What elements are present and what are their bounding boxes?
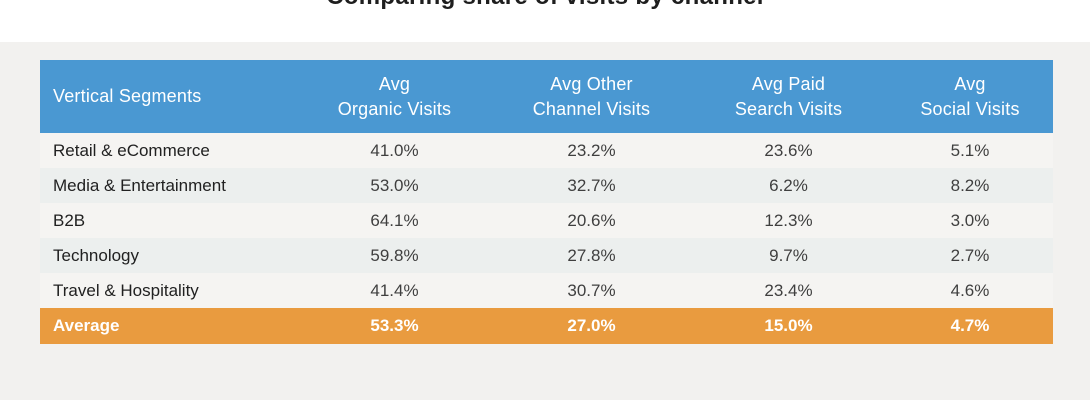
value-cell: 4.7% <box>887 308 1053 344</box>
value-cell: 41.0% <box>296 133 493 168</box>
column-header-avg-organic-visits: Avg Organic Visits <box>296 60 493 133</box>
table-body: Retail & eCommerce 41.0% 23.2% 23.6% 5.1… <box>40 133 1053 344</box>
header-line2: Channel Visits <box>532 98 651 119</box>
value-cell: 27.8% <box>493 238 690 273</box>
column-header-avg-other-channel-visits: Avg Other Channel Visits <box>493 60 690 133</box>
value-cell: 53.0% <box>296 168 493 203</box>
value-cell: 3.0% <box>887 203 1053 238</box>
value-cell: 53.3% <box>296 308 493 344</box>
chart-title: Comparing share of visits by channel <box>0 0 1090 9</box>
value-cell: 4.6% <box>887 273 1053 308</box>
average-row: Average 53.3% 27.0% 15.0% 4.7% <box>40 308 1053 344</box>
segment-cell: Travel & Hospitality <box>40 273 296 308</box>
value-cell: 64.1% <box>296 203 493 238</box>
value-cell: 23.4% <box>690 273 887 308</box>
value-cell: 8.2% <box>887 168 1053 203</box>
table-row: Travel & Hospitality 41.4% 30.7% 23.4% 4… <box>40 273 1053 308</box>
value-cell: 9.7% <box>690 238 887 273</box>
value-cell: 41.4% <box>296 273 493 308</box>
header-line1: Avg Paid <box>751 73 826 94</box>
column-header-avg-social-visits: Avg Social Visits <box>887 60 1053 133</box>
segment-cell: Retail & eCommerce <box>40 133 296 168</box>
value-cell: 23.6% <box>690 133 887 168</box>
segment-cell: Average <box>40 308 296 344</box>
header-line1: Avg <box>954 73 986 94</box>
value-cell: 15.0% <box>690 308 887 344</box>
column-header-avg-paid-search-visits: Avg Paid Search Visits <box>690 60 887 133</box>
value-cell: 59.8% <box>296 238 493 273</box>
title-band: Comparing share of visits by channel <box>0 0 1090 42</box>
segment-cell: Media & Entertainment <box>40 168 296 203</box>
segment-cell: Technology <box>40 238 296 273</box>
value-cell: 32.7% <box>493 168 690 203</box>
table-row: Technology 59.8% 27.8% 9.7% 2.7% <box>40 238 1053 273</box>
table-row: Retail & eCommerce 41.0% 23.2% 23.6% 5.1… <box>40 133 1053 168</box>
value-cell: 30.7% <box>493 273 690 308</box>
value-cell: 2.7% <box>887 238 1053 273</box>
visits-table: Vertical Segments Avg Organic Visits Avg… <box>40 60 1053 344</box>
table-row: Media & Entertainment 53.0% 32.7% 6.2% 8… <box>40 168 1053 203</box>
value-cell: 20.6% <box>493 203 690 238</box>
table-row: B2B 64.1% 20.6% 12.3% 3.0% <box>40 203 1053 238</box>
value-cell: 12.3% <box>690 203 887 238</box>
header-line1: Avg Other <box>550 73 633 94</box>
value-cell: 23.2% <box>493 133 690 168</box>
header-line1: Avg <box>378 73 411 94</box>
header-row: Vertical Segments Avg Organic Visits Avg… <box>40 60 1053 133</box>
header-line2: Social Visits <box>920 98 1020 119</box>
segment-cell: B2B <box>40 203 296 238</box>
table-header: Vertical Segments Avg Organic Visits Avg… <box>40 60 1053 133</box>
header-line2: Search Visits <box>734 98 843 119</box>
value-cell: 27.0% <box>493 308 690 344</box>
header-line2: Organic Visits <box>337 98 452 119</box>
column-header-vertical-segments: Vertical Segments <box>40 60 296 133</box>
value-cell: 5.1% <box>887 133 1053 168</box>
value-cell: 6.2% <box>690 168 887 203</box>
